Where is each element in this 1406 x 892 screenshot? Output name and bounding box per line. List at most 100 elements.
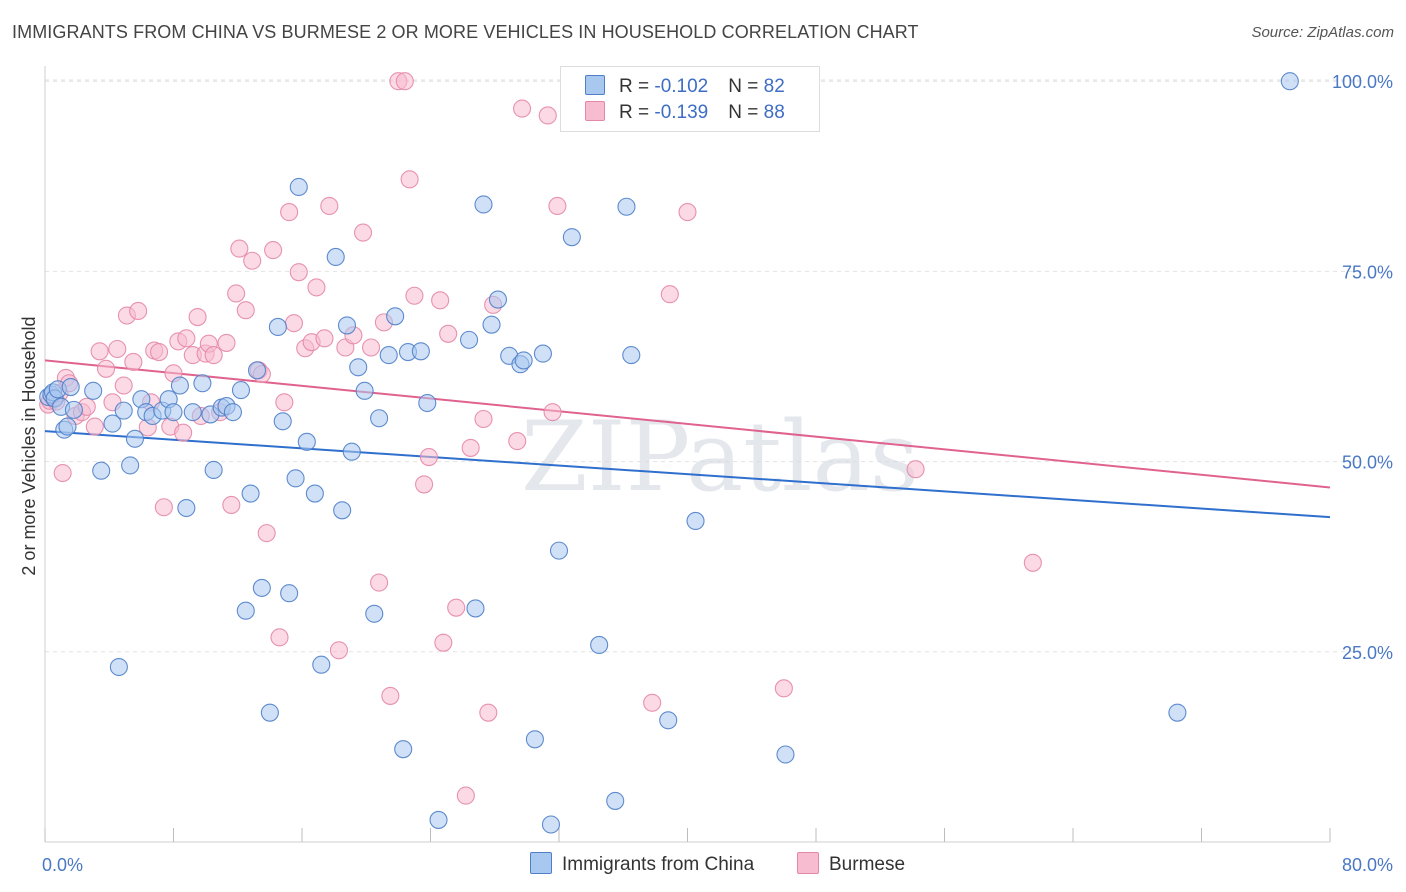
china-point-53: [370, 409, 389, 428]
burmese-point-23: [149, 343, 169, 362]
china-point-56: [394, 740, 413, 759]
china-point-46: [326, 247, 345, 267]
china-point-15: [121, 456, 140, 475]
legend-row-burmese: R = -0.139 N = 88: [585, 101, 785, 127]
china-point-79: [686, 511, 705, 530]
china-point-39: [273, 412, 292, 431]
burmese-point-71: [431, 291, 450, 310]
burmese-point-69: [415, 475, 434, 494]
china-point-47: [333, 501, 352, 520]
burmese-point-61: [362, 338, 381, 357]
chart-title: IMMIGRANTS FROM CHINA VS BURMESE 2 OR MO…: [12, 22, 919, 42]
china-point-72: [549, 541, 569, 560]
watermark: ZIPatlas: [521, 401, 919, 513]
china-point-43: [297, 432, 316, 451]
burmese-point-88: [774, 679, 793, 698]
china-point-81: [1168, 703, 1187, 722]
china-point-62: [466, 599, 485, 618]
china-point-64: [482, 315, 501, 334]
china-point-37: [260, 703, 279, 722]
china-point-24: [177, 498, 196, 518]
burmese-point-67: [400, 170, 419, 189]
burmese-point-78: [479, 703, 498, 722]
burmese-point-56: [320, 196, 339, 216]
burmese-point-85: [643, 693, 662, 712]
china-point-33: [241, 484, 260, 503]
burmese-point-49: [280, 203, 299, 222]
burmese-point-40: [230, 239, 249, 258]
china-point-65: [488, 290, 508, 309]
burmese-point-31: [188, 308, 207, 327]
china-point-77: [622, 346, 641, 365]
burmese-point-37: [217, 333, 236, 352]
china-point-55: [386, 307, 405, 326]
burmese-point-5: [53, 463, 72, 483]
y-tick-label-75: 75.0%: [1342, 262, 1393, 282]
burmese-point-41: [236, 301, 255, 320]
china-point-73: [562, 228, 581, 247]
china-point-44: [305, 484, 324, 503]
bottom-burmese-label: Burmese: [829, 854, 906, 875]
china-point-48: [337, 316, 357, 335]
y-tick-label-50: 50.0%: [1342, 453, 1393, 473]
burmese-point-81: [513, 99, 532, 118]
china-point-76: [617, 197, 636, 216]
grid-lines: [45, 79, 1365, 653]
china-point-7: [58, 417, 77, 436]
china-points: [39, 72, 1299, 834]
burmese-point-74: [447, 598, 466, 617]
china-point-28: [204, 460, 223, 480]
bottom-legend-burmese: Burmese: [797, 852, 905, 876]
burmese-point-24: [154, 498, 173, 517]
china-point-22: [164, 403, 183, 422]
burmese-point-68: [405, 286, 424, 305]
x-tick-label-max: 80.0%: [1342, 855, 1393, 875]
china-point-70: [533, 344, 552, 363]
china-point-36: [252, 578, 271, 597]
china-point-45: [312, 655, 331, 674]
china-swatch: [585, 75, 605, 95]
legend-china-r-label: R =: [619, 76, 655, 97]
legend-burmese-r-value: -0.139: [654, 102, 709, 123]
burmese-point-84: [548, 196, 567, 216]
burmese-point-57: [329, 641, 348, 660]
china-point-68: [514, 351, 533, 370]
china-point-35: [236, 601, 255, 620]
china-point-25: [183, 403, 202, 422]
burmese-point-54: [307, 278, 326, 297]
burmese-point-83: [543, 403, 562, 422]
burmese-point-72: [434, 633, 453, 652]
burmese-point-11: [85, 417, 104, 436]
burmese-point-13: [96, 359, 116, 378]
china-point-9: [64, 400, 83, 419]
bottom-china-swatch: [530, 852, 552, 874]
burmese-point-48: [275, 393, 294, 412]
burmese-point-29: [177, 329, 196, 348]
china-point-40: [280, 584, 299, 603]
legend-burmese-n-value: 88: [763, 102, 785, 123]
burmese-point-19: [129, 301, 148, 321]
china-point-31: [223, 403, 242, 422]
china-trend-line: [44, 430, 1331, 519]
china-point-60: [429, 810, 448, 829]
burmese-point-60: [353, 223, 373, 242]
burmese-point-12: [90, 342, 109, 361]
china-point-8: [61, 378, 80, 397]
bottom-legend-china: Immigrants from China: [530, 852, 754, 876]
china-point-14: [114, 401, 133, 420]
china-point-69: [525, 730, 544, 749]
china-point-51: [355, 381, 374, 400]
china-point-78: [659, 711, 678, 730]
burmese-point-87: [678, 203, 697, 222]
burmese-point-28: [174, 423, 193, 442]
burmese-point-77: [474, 409, 493, 429]
china-point-50: [349, 358, 368, 377]
burmese-point-80: [508, 432, 527, 451]
y-tick-label-100: 100.0%: [1332, 72, 1393, 92]
legend-china-r-value: -0.102: [654, 76, 709, 97]
legend-burmese-r-label: R =: [619, 102, 655, 123]
china-point-82: [1280, 72, 1299, 91]
correlation-legend: R = -0.102 N = 82 R = -0.139 N = 88: [560, 66, 820, 132]
china-point-11: [92, 461, 111, 480]
